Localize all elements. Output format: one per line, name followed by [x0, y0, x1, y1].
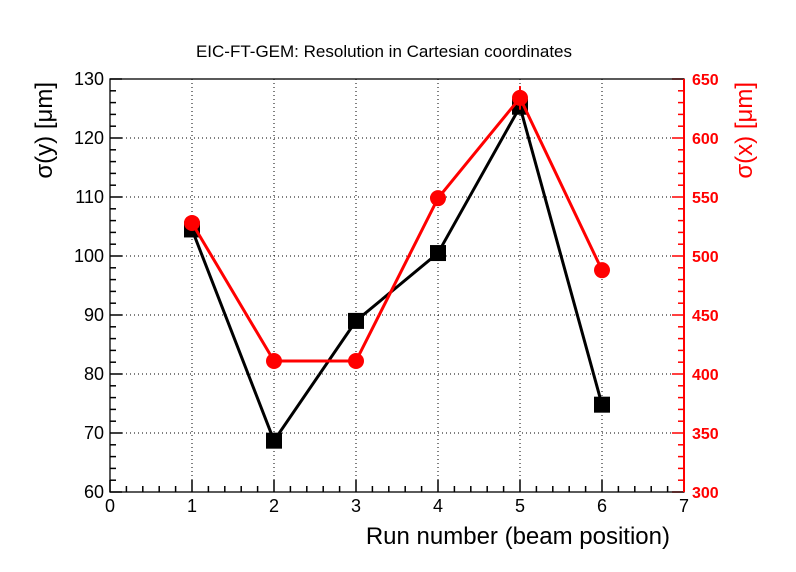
y-right-tick-label: 400: [692, 367, 719, 384]
x-tick-label: 7: [679, 496, 689, 516]
x-tick-label: 3: [351, 496, 361, 516]
left-y-axis-label: σ(y) [μm]: [31, 82, 58, 179]
y-left-tick-label: 60: [84, 482, 104, 502]
data-point-circle: [184, 214, 200, 231]
data-point-circle: [430, 190, 446, 207]
x-tick-label: 4: [433, 496, 443, 516]
x-tick-label: 0: [105, 496, 115, 516]
x-axis-label: Run number (beam position): [366, 523, 670, 550]
data-point-circle: [266, 353, 282, 370]
data-point-circle: [348, 353, 364, 370]
y-right-tick-label: 550: [692, 190, 719, 207]
data-point-square: [594, 396, 610, 413]
grid: [110, 79, 684, 492]
y-left-tick-label: 80: [84, 364, 104, 384]
y-right-tick-label: 600: [692, 131, 719, 148]
x-tick-label: 6: [597, 496, 607, 516]
series-line: [190, 102, 604, 444]
y-left-tick-label: 70: [84, 423, 104, 443]
y-right-tick-label: 450: [692, 308, 719, 325]
y-left-tick-label: 120: [74, 128, 104, 148]
y-right-tick-label: 500: [692, 249, 719, 266]
y-right-tick-label: 650: [692, 72, 719, 89]
series-sigma-x: [184, 86, 610, 370]
data-point-square: [348, 312, 364, 329]
x-tick-label: 1: [187, 496, 197, 516]
data-point-square: [266, 432, 282, 449]
series-layer: [184, 86, 610, 449]
x-tick-label: 5: [515, 496, 525, 516]
x-tick-label: 2: [269, 496, 279, 516]
y-left-tick-label: 130: [74, 69, 104, 89]
right-y-axis-label: σ(x) [μm]: [731, 82, 758, 179]
data-point-circle: [594, 262, 610, 279]
data-point-circle: [512, 89, 528, 106]
y-left-tick-label: 90: [84, 305, 104, 325]
series-line: [190, 95, 604, 363]
y-left-tick-label: 110: [75, 187, 104, 207]
y-left-tick-label: 100: [74, 246, 104, 266]
chart-title: EIC-FT-GEM: Resolution in Cartesian coor…: [196, 42, 572, 61]
left-axis-ticks: 60 70 80 90 100 110 120 130: [74, 69, 122, 502]
y-right-tick-label: 350: [692, 426, 719, 443]
y-right-tick-label: 300: [692, 485, 719, 502]
data-point-square: [430, 245, 446, 262]
